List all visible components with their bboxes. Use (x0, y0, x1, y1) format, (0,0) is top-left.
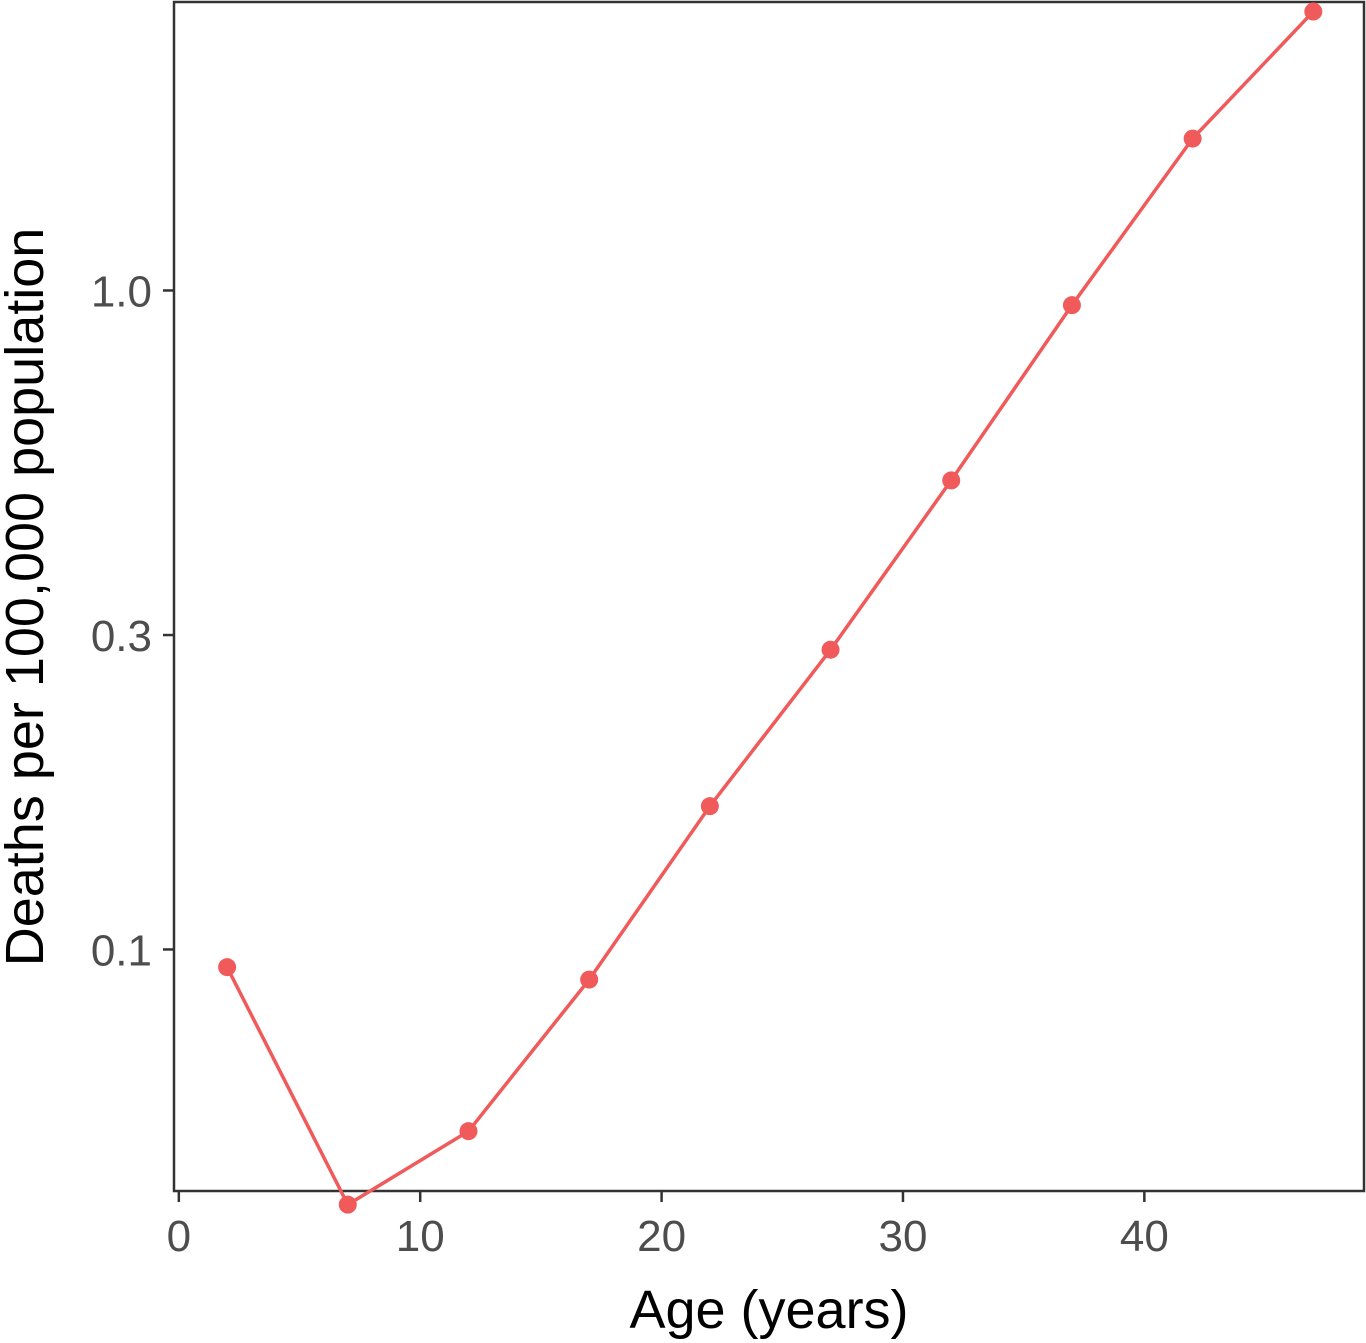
y-tick-label: 1.0 (91, 267, 152, 316)
x-tick-label: 0 (167, 1212, 191, 1261)
y-tick-label: 0.3 (91, 612, 152, 661)
y-tick-label: 0.1 (91, 926, 152, 975)
data-point (338, 1195, 357, 1214)
x-tick-label: 20 (637, 1212, 686, 1261)
plot-panel-border (172, 0, 1366, 1193)
y-axis: 0.1 0.3 1.0 (91, 267, 174, 975)
x-axis-title: Age (years) (629, 1280, 908, 1340)
x-tick-label: 40 (1120, 1212, 1169, 1261)
data-point (1304, 2, 1323, 21)
x-tick-label: 10 (396, 1212, 445, 1261)
y-axis-title: Deaths per 100,000 population (0, 228, 55, 967)
x-axis: 0 10 20 30 40 (167, 1191, 1169, 1261)
series-line (225, 10, 1315, 1207)
data-point (1183, 129, 1202, 148)
data-point (700, 797, 719, 816)
x-tick-label: 30 (878, 1212, 927, 1261)
data-point (1062, 296, 1081, 315)
data-point (218, 958, 237, 977)
series-layer (218, 2, 1323, 1214)
data-point (580, 970, 599, 989)
data-point (821, 640, 840, 659)
data-point (459, 1122, 478, 1141)
data-point (942, 471, 961, 490)
